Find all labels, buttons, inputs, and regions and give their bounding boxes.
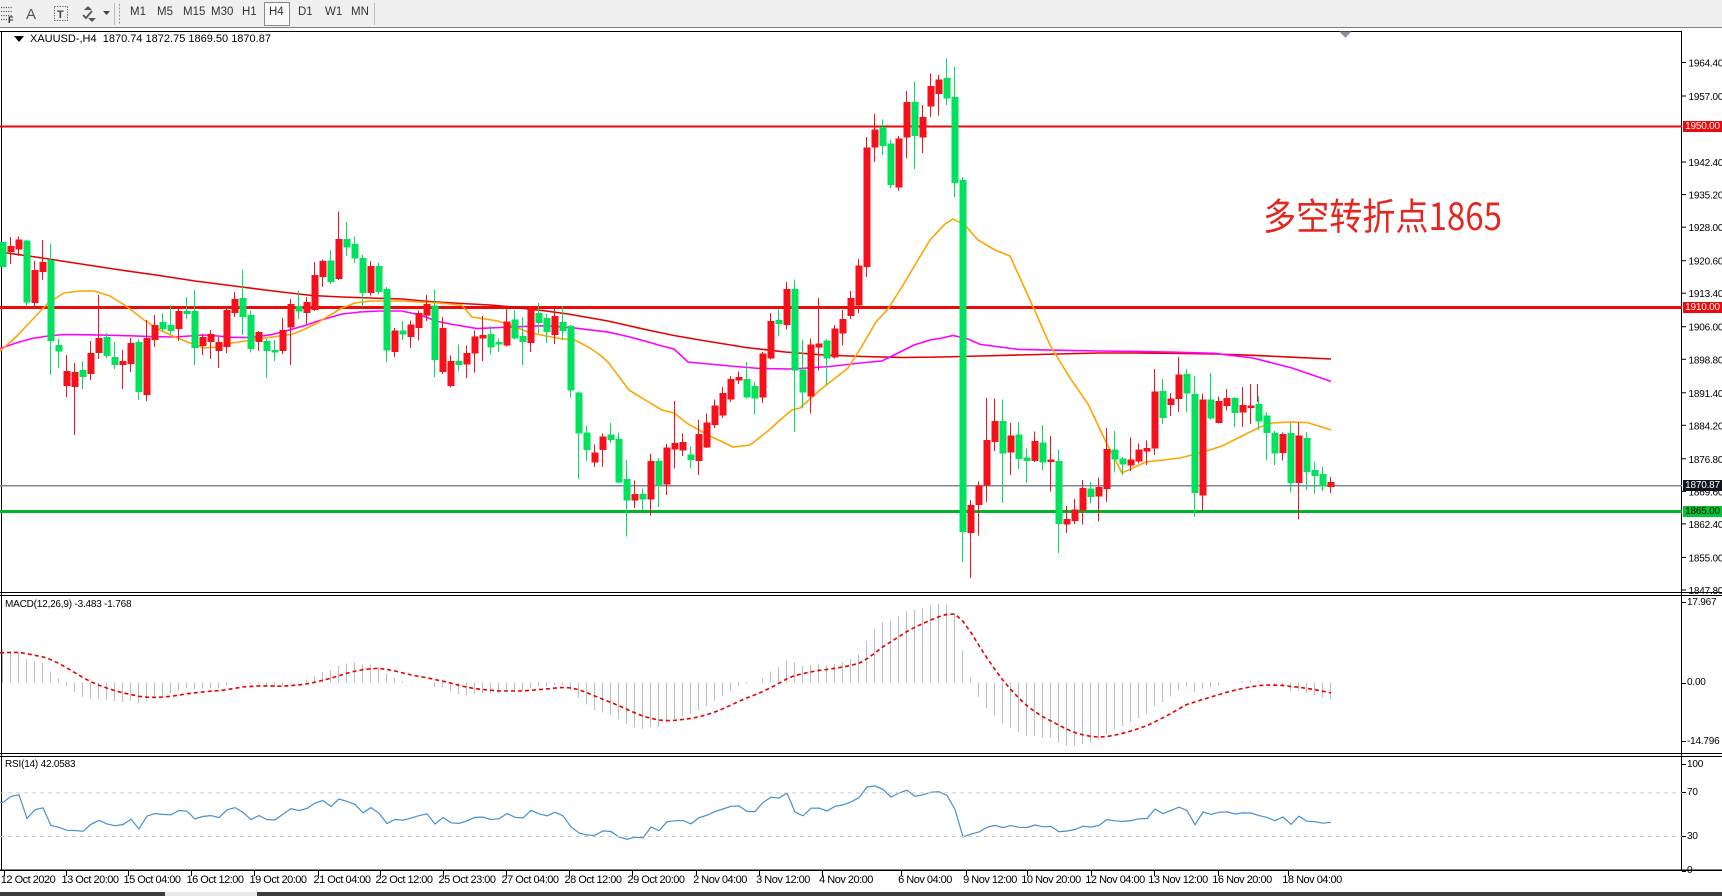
svg-text:1928.00: 1928.00: [1689, 223, 1722, 234]
svg-text:1869.60: 1869.60: [1689, 487, 1722, 498]
svg-text:1855.00: 1855.00: [1689, 553, 1722, 564]
svg-text:1862.40: 1862.40: [1689, 520, 1722, 531]
svg-text:1884.20: 1884.20: [1689, 421, 1722, 432]
svg-text:1920.60: 1920.60: [1689, 257, 1722, 268]
svg-text:1876.80: 1876.80: [1689, 455, 1722, 466]
svg-text:1898.80: 1898.80: [1689, 355, 1722, 366]
svg-text:1847.80: 1847.80: [1689, 586, 1722, 597]
svg-text:A: A: [26, 6, 36, 23]
svg-text:1906.00: 1906.00: [1689, 323, 1722, 334]
svg-text:1891.40: 1891.40: [1689, 389, 1722, 400]
svg-text:1957.00: 1957.00: [1689, 92, 1722, 103]
svg-text:1964.40: 1964.40: [1689, 59, 1722, 70]
svg-text:1942.40: 1942.40: [1689, 158, 1722, 169]
svg-text:F: F: [8, 15, 14, 25]
svg-text:T: T: [57, 9, 64, 21]
svg-text:1935.20: 1935.20: [1689, 191, 1722, 202]
svg-text:1913.40: 1913.40: [1689, 289, 1722, 300]
